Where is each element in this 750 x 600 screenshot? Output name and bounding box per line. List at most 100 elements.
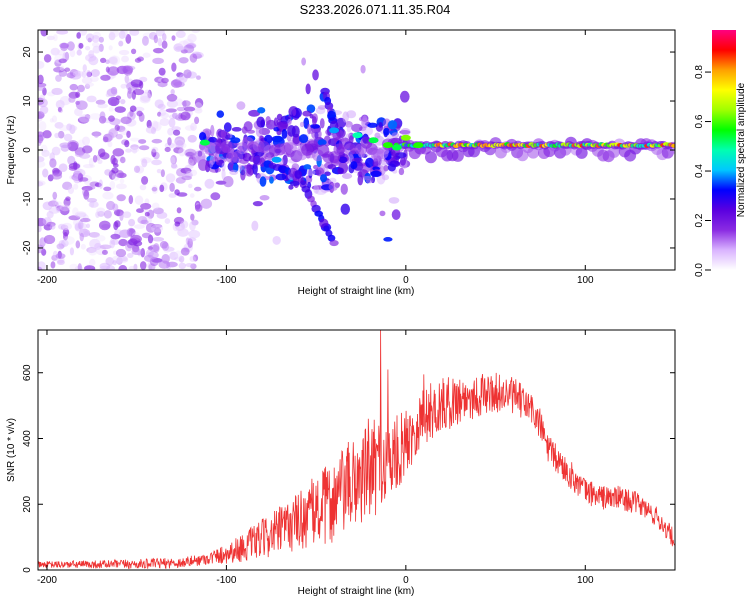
transition-blob: [265, 115, 271, 125]
noise-speck: [180, 111, 191, 121]
noise-speck: [100, 74, 111, 81]
noise-speck: [50, 47, 60, 56]
transition-blob: [198, 132, 207, 141]
transition-blob: [383, 237, 393, 242]
noise-speck: [63, 232, 69, 241]
noise-speck: [122, 211, 132, 219]
noise-speck: [103, 210, 112, 219]
noise-speck: [109, 238, 116, 249]
noise-speck: [161, 253, 170, 264]
noise-speck: [38, 156, 45, 163]
colorbar-tick-label: 0.4: [694, 164, 705, 178]
noise-speck: [178, 262, 186, 270]
noise-speck: [156, 168, 162, 174]
colorbar-tick-label: 0.6: [694, 114, 705, 128]
noise-speck: [157, 103, 166, 110]
noise-speck: [194, 107, 203, 114]
transition-blob: [312, 69, 319, 81]
signal-band-core: [671, 143, 675, 148]
noise-speck: [99, 152, 110, 160]
noise-speck: [138, 145, 150, 151]
noise-speck: [170, 155, 177, 165]
noise-speck: [177, 228, 189, 237]
noise-speck: [130, 79, 143, 88]
noise-speck: [110, 55, 118, 66]
noise-speck: [181, 100, 191, 107]
noise-speck: [61, 222, 72, 231]
transition-blob: [319, 118, 325, 129]
noise-speck: [55, 253, 66, 259]
noise-speck: [75, 91, 81, 98]
noise-speck: [88, 56, 99, 66]
noise-speck: [110, 154, 116, 165]
noise-speck: [187, 158, 194, 167]
snr-axes: -200 -100 0 100 0 200 400 600: [22, 330, 675, 586]
bright-blob: [230, 137, 241, 144]
noise-speck: [128, 218, 136, 227]
noise-speck: [53, 66, 65, 73]
noise-speck: [57, 130, 65, 139]
noise-speck: [175, 76, 185, 81]
transition-blob: [315, 188, 327, 195]
noise-speck: [83, 265, 96, 270]
snr-panel: -200 -100 0 100 0 200 400 600 Height of straigh…: [6, 329, 676, 597]
transition-blob: [337, 167, 345, 175]
noise-speck: [115, 183, 127, 190]
noise-speck: [170, 163, 178, 169]
noise-speck: [194, 204, 203, 212]
noise-speck: [178, 255, 185, 263]
noise-speck: [55, 99, 65, 109]
noise-speck: [118, 238, 128, 247]
noise-speck: [66, 41, 75, 51]
noise-speck: [83, 190, 90, 200]
noise-speck: [130, 144, 139, 150]
transition-blob: [200, 198, 213, 209]
noise-speck: [119, 178, 125, 184]
noise-speck: [152, 236, 165, 242]
noise-speck: [142, 52, 151, 58]
noise-speck: [124, 140, 130, 148]
noise-speck: [59, 42, 70, 49]
noise-speck: [140, 92, 151, 102]
noise-speck: [57, 106, 62, 113]
noise-speck: [183, 44, 195, 54]
noise-speck: [52, 191, 58, 200]
transition-blob: [246, 129, 256, 134]
transition-blob: [277, 121, 289, 131]
colorbar: 0.0 0.2 0.4 0.6 0.8 Normalized spectral ampl…: [694, 30, 747, 277]
transition-blob: [255, 125, 263, 137]
noise-speck: [120, 255, 128, 262]
noise-speck: [79, 232, 84, 242]
noise-speck: [183, 69, 192, 79]
noise-speck: [107, 141, 113, 148]
spectrogram-xlabel: Height of straight line (km): [298, 286, 415, 297]
noise-speck: [86, 95, 97, 103]
noise-speck: [90, 69, 100, 77]
noise-speck: [131, 248, 144, 256]
noise-speck: [129, 30, 140, 36]
transition-blob: [216, 110, 225, 118]
noise-speck: [192, 254, 199, 262]
noise-speck: [58, 163, 68, 172]
noise-speck: [180, 247, 190, 256]
streak-blob: [338, 156, 348, 164]
transition-blob: [328, 182, 338, 192]
noise-speck: [172, 129, 181, 136]
transition-blob: [388, 197, 400, 204]
noise-speck: [84, 180, 91, 186]
noise-speck: [120, 83, 127, 89]
transition-blob: [357, 171, 363, 178]
noise-speck: [171, 126, 182, 132]
noise-speck: [49, 118, 54, 123]
noise-speck: [152, 57, 164, 65]
noise-speck: [85, 53, 97, 62]
noise-speck: [89, 258, 96, 267]
transition-blob: [308, 167, 313, 179]
noise-speck: [132, 148, 138, 154]
noise-speck: [191, 30, 200, 34]
noise-speck: [69, 49, 76, 58]
noise-speck: [108, 56, 118, 65]
noise-speck: [72, 207, 79, 216]
bright-blob: [329, 127, 340, 134]
noise-speck: [137, 56, 144, 62]
